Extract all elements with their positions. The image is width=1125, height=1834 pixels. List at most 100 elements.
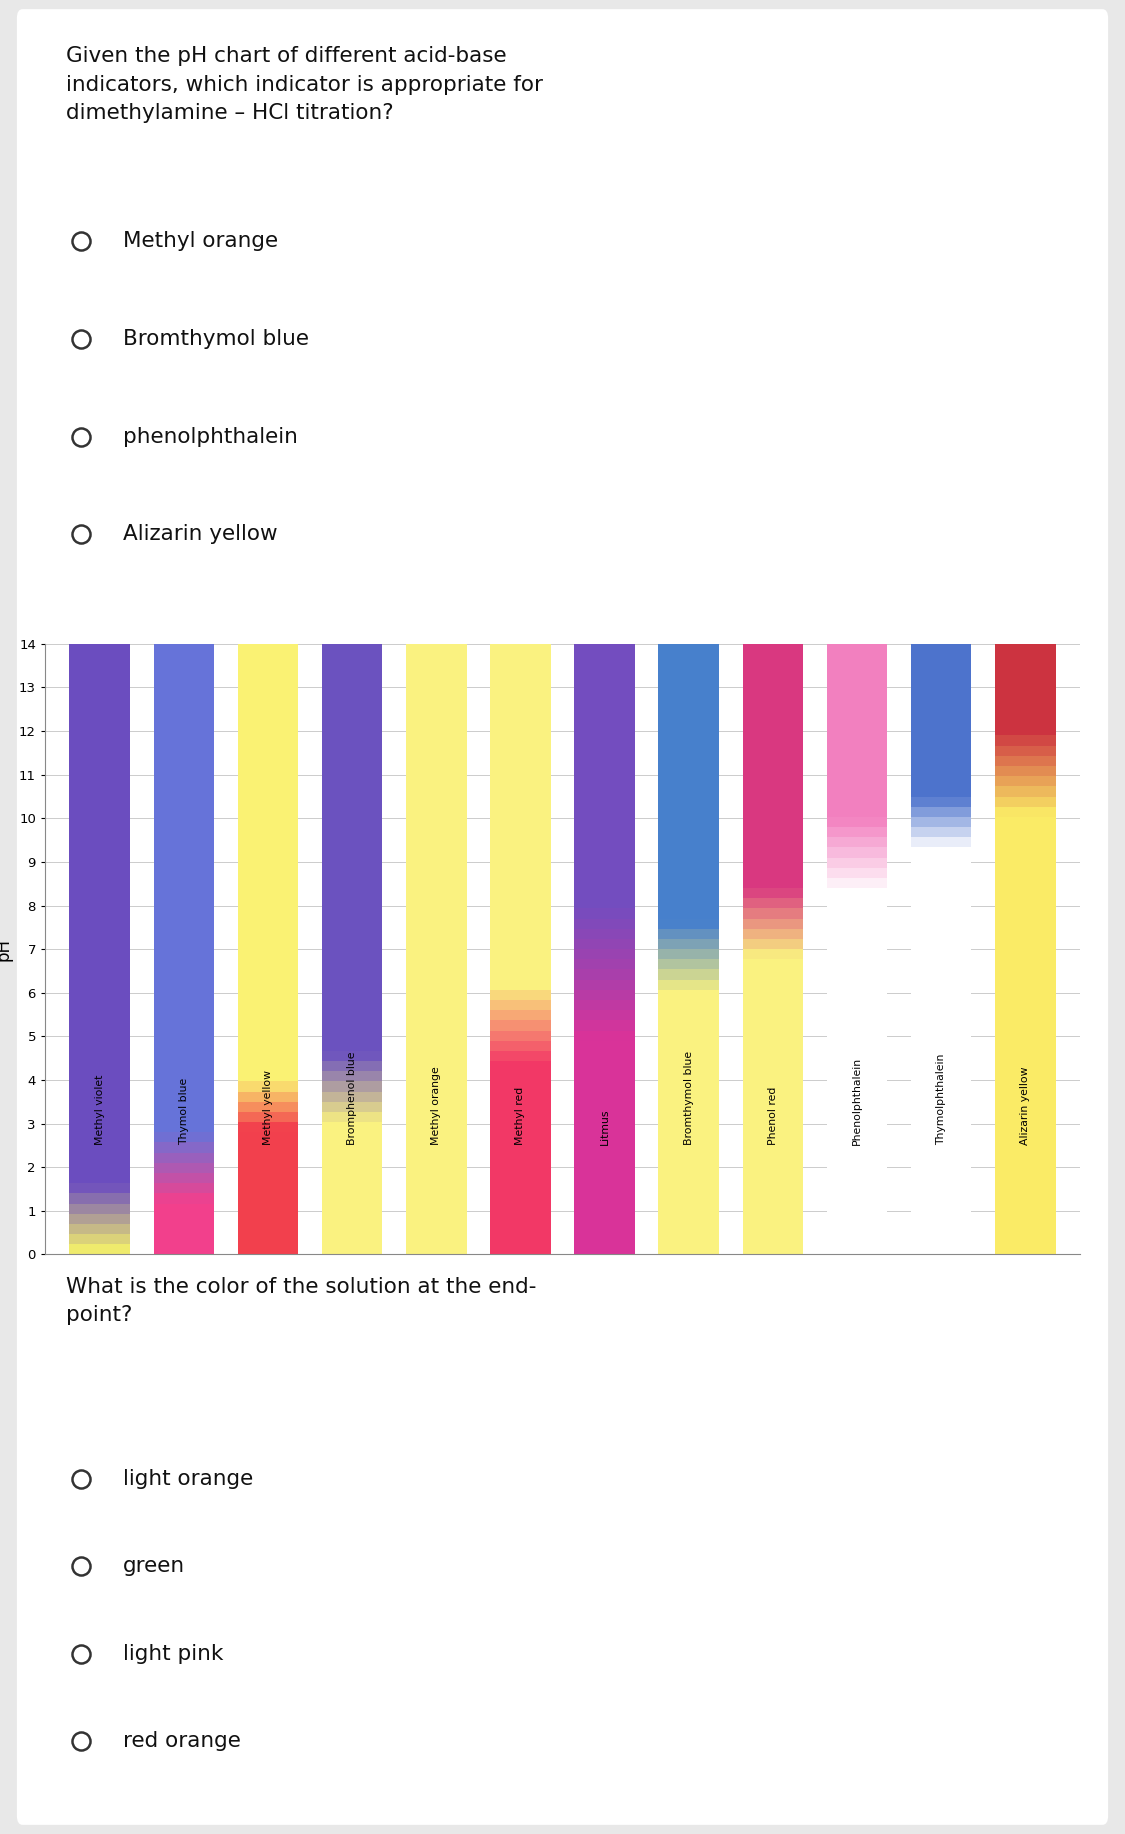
Bar [70,767,130,776]
Bar [994,1214,1055,1223]
Bar [574,858,634,867]
Bar [406,858,467,867]
Bar [490,1234,551,1243]
Bar [70,1143,130,1152]
Y-axis label: pH: pH [0,937,12,961]
Bar [153,746,214,756]
Bar [911,990,972,1000]
Bar [994,1091,1055,1102]
Bar [742,1132,803,1143]
Bar [994,847,1055,858]
Bar [490,1111,551,1122]
Bar [827,919,888,928]
Bar [658,858,719,867]
Bar [827,959,888,970]
Bar [827,715,888,724]
Bar [70,1203,130,1214]
Bar [70,1152,130,1163]
Bar [574,939,634,950]
Bar [237,1031,298,1040]
Bar [490,1163,551,1174]
Bar [574,1132,634,1143]
Bar [153,878,214,888]
Bar [574,735,634,746]
Bar [406,1082,467,1091]
Text: Methyl yellow: Methyl yellow [263,1071,273,1146]
Bar [406,878,467,888]
Bar [153,858,214,867]
Bar [994,836,1055,847]
Bar [911,827,972,836]
Bar [322,1194,383,1203]
Bar [742,1152,803,1163]
Bar [658,724,719,735]
Bar [574,919,634,928]
Bar [322,787,383,796]
Bar [490,746,551,756]
Bar [574,644,634,655]
Bar [237,746,298,756]
Bar [237,928,298,939]
Bar [406,950,467,959]
Bar [911,1152,972,1163]
Bar [490,899,551,908]
Bar [70,1040,130,1051]
Bar [742,888,803,899]
Bar [827,1000,888,1011]
Bar [70,1082,130,1091]
Bar [658,704,719,715]
Bar [658,816,719,827]
Bar [574,1071,634,1082]
Bar [658,1183,719,1194]
Bar [237,684,298,695]
Bar [911,878,972,888]
Bar [237,950,298,959]
Bar [490,655,551,664]
Bar [322,1152,383,1163]
Bar [70,684,130,695]
Bar [490,919,551,928]
Bar [237,776,298,787]
Bar [153,664,214,675]
Bar [406,847,467,858]
Bar [827,1122,888,1132]
Bar [994,1174,1055,1183]
Bar [827,950,888,959]
Bar [490,1000,551,1011]
Bar [574,1020,634,1031]
Bar [70,1102,130,1111]
Bar [70,1011,130,1020]
Bar [490,807,551,816]
Bar [827,796,888,807]
Bar [153,1214,214,1223]
Bar [827,1194,888,1203]
Text: What is the color of the solution at the end-
point?: What is the color of the solution at the… [65,1276,537,1326]
Bar [406,735,467,746]
Text: Alizarin yellow: Alizarin yellow [123,525,277,545]
Bar [237,878,298,888]
Bar [153,1011,214,1020]
Bar [658,1031,719,1040]
Bar [574,970,634,979]
Bar [911,1194,972,1203]
Bar [911,704,972,715]
Bar [827,787,888,796]
Bar [827,827,888,836]
Bar [994,724,1055,735]
Bar [827,1111,888,1122]
Bar [237,1143,298,1152]
Bar [490,1011,551,1020]
Text: phenolphthalein: phenolphthalein [123,427,297,446]
Bar [406,1174,467,1183]
Bar [406,888,467,899]
Bar [490,1132,551,1143]
Bar [658,1152,719,1163]
Bar [153,684,214,695]
Bar [827,756,888,767]
Bar [406,1234,467,1243]
Bar [742,796,803,807]
Bar [406,867,467,878]
Bar [911,1051,972,1062]
Bar [658,1203,719,1214]
Bar [911,899,972,908]
